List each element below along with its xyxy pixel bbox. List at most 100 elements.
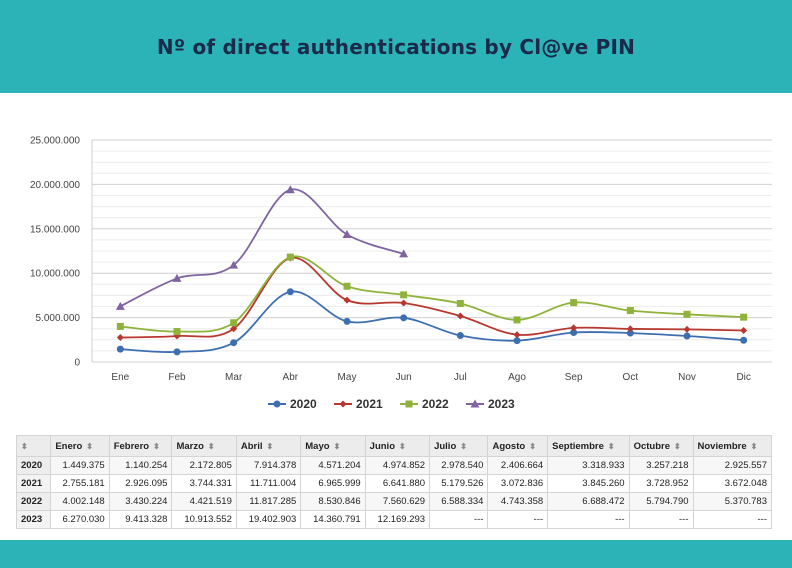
- data-point: [570, 324, 578, 332]
- table-cell: 4.743.358: [487, 492, 549, 511]
- data-point: [342, 229, 352, 238]
- column-header[interactable]: Marzo ⬍: [171, 435, 237, 457]
- table-cell: 11.711.004: [235, 474, 302, 493]
- line-chart: 0 5.000.000 10.000.000 15.000.000 20.000.000…: [30, 136, 772, 411]
- table-cell: 10.913.552: [171, 510, 237, 529]
- data-point: [400, 291, 408, 299]
- table-cell: 3.672.048: [692, 474, 773, 493]
- sort-icon[interactable]: ⬍: [86, 441, 93, 451]
- data-point: [286, 288, 294, 296]
- table-cell: 2.926.095: [108, 474, 173, 493]
- row-year-label: 2020: [15, 456, 52, 475]
- table-cell: 4.002.148: [50, 492, 110, 511]
- table-cell: 5.370.783: [692, 492, 773, 511]
- data-point: [400, 314, 408, 322]
- table-cell: 8.530.846: [300, 492, 366, 511]
- sort-icon[interactable]: ⬍: [607, 441, 615, 451]
- data-point: [456, 332, 464, 340]
- column-header[interactable]: Junio ⬍: [364, 435, 431, 457]
- row-year-label: 2021: [15, 474, 52, 493]
- table-cell: 3.430.224: [108, 492, 173, 511]
- legend-marker: [339, 400, 347, 408]
- x-tick-label: Ene: [111, 372, 129, 383]
- column-header[interactable]: Abril ⬍: [235, 435, 302, 457]
- column-header[interactable]: Mayo ⬍: [300, 435, 366, 457]
- table-cell: 4.571.204: [300, 456, 366, 475]
- page-title: Nº of direct authentications by Cl@ve PI…: [156, 34, 636, 59]
- data-point: [740, 326, 748, 334]
- data-point: [116, 334, 124, 342]
- sort-icon[interactable]: ⬍: [529, 441, 536, 451]
- series-line-2022: [120, 255, 744, 333]
- data-point: [626, 329, 634, 337]
- table-cell: 14.360.791: [300, 510, 366, 529]
- column-header[interactable]: Enero ⬍: [50, 435, 110, 457]
- table-cell: 3.318.933: [547, 456, 630, 475]
- data-point: [343, 317, 351, 325]
- data-point: [570, 299, 578, 307]
- table-cell: 6.965.999: [300, 474, 366, 493]
- data-point: [286, 253, 294, 261]
- table-cell: 1.140.254: [108, 456, 173, 475]
- table-cell: 6.270.030: [50, 510, 110, 529]
- column-header[interactable]: Febrero ⬍: [108, 435, 173, 457]
- sort-icon[interactable]: ⬍: [266, 441, 274, 451]
- data-point: [626, 325, 634, 333]
- legend-marker: [470, 399, 480, 408]
- y-tick-label: 15.000.000: [30, 224, 80, 235]
- sort-icon[interactable]: ⬍: [153, 441, 160, 451]
- x-tick-label: Nov: [678, 372, 696, 383]
- table-header-row: ⬍ Enero ⬍ Febrero ⬍ Marzo ⬍ Abril ⬍ Mayo ⬍ Ju…: [15, 435, 773, 457]
- row-year-label: 2023: [15, 510, 52, 529]
- data-point: [683, 310, 691, 318]
- data-point: [399, 249, 409, 258]
- data-point: [570, 329, 578, 337]
- table-cell: 4.974.852: [364, 456, 431, 475]
- data-point: [740, 313, 748, 321]
- y-tick-label: 0: [74, 358, 80, 369]
- y-tick-label: 20.000.000: [30, 180, 80, 191]
- data-point: [116, 345, 124, 353]
- legend-label: 2023: [488, 397, 515, 411]
- column-header[interactable]: Agosto ⬍: [487, 435, 549, 457]
- data-point: [173, 328, 181, 336]
- table-cell: 6.641.880: [364, 474, 431, 493]
- column-header-sort[interactable]: ⬍: [15, 435, 52, 457]
- table-row: 2023 6.270.030 9.413.328 10.913.552 19.402.9…: [15, 510, 773, 529]
- data-point: [343, 296, 351, 304]
- sort-icon[interactable]: ⬍: [333, 441, 341, 451]
- table-row: 2020 1.449.375 1.140.254 2.172.805 7.914.378…: [15, 456, 773, 475]
- table-cell: 2.406.664: [487, 456, 549, 475]
- sort-icon[interactable]: ⬍: [21, 441, 28, 451]
- x-tick-label: Oct: [623, 372, 639, 383]
- column-header[interactable]: Septiembre ⬍: [547, 435, 630, 457]
- x-tick-label: May: [338, 372, 357, 383]
- table-cell: 5.179.526: [429, 474, 489, 493]
- table-cell: 2.172.805: [171, 456, 237, 475]
- table-cell: 2.978.540: [429, 456, 489, 475]
- column-header[interactable]: Octubre ⬍: [628, 435, 694, 457]
- column-header[interactable]: Julio ⬍: [429, 435, 489, 457]
- data-point: [683, 325, 691, 333]
- table-cell: 6.688.472: [547, 492, 630, 511]
- legend-label: 2021: [356, 397, 383, 411]
- table-cell: 4.421.519: [171, 492, 237, 511]
- table-cell: ---: [487, 510, 549, 529]
- sort-icon[interactable]: ⬍: [674, 441, 681, 451]
- sort-icon[interactable]: ⬍: [399, 441, 406, 451]
- data-point: [229, 260, 239, 269]
- x-tick-label: Jul: [454, 372, 467, 383]
- sort-icon[interactable]: ⬍: [460, 441, 467, 451]
- table-cell: 2.755.181: [50, 474, 110, 493]
- sort-icon[interactable]: ⬍: [750, 441, 758, 451]
- x-tick-label: Sep: [565, 372, 583, 383]
- data-point: [513, 337, 521, 345]
- data-point: [230, 319, 238, 327]
- table-cell: 7.914.378: [235, 456, 302, 475]
- table-cell: 2.925.557: [692, 456, 773, 475]
- data-point: [230, 325, 238, 333]
- legend-marker: [273, 400, 281, 408]
- sort-icon[interactable]: ⬍: [207, 441, 215, 451]
- column-header[interactable]: Noviembre ⬍: [692, 435, 773, 457]
- table-cell: 11.817.285: [235, 492, 302, 511]
